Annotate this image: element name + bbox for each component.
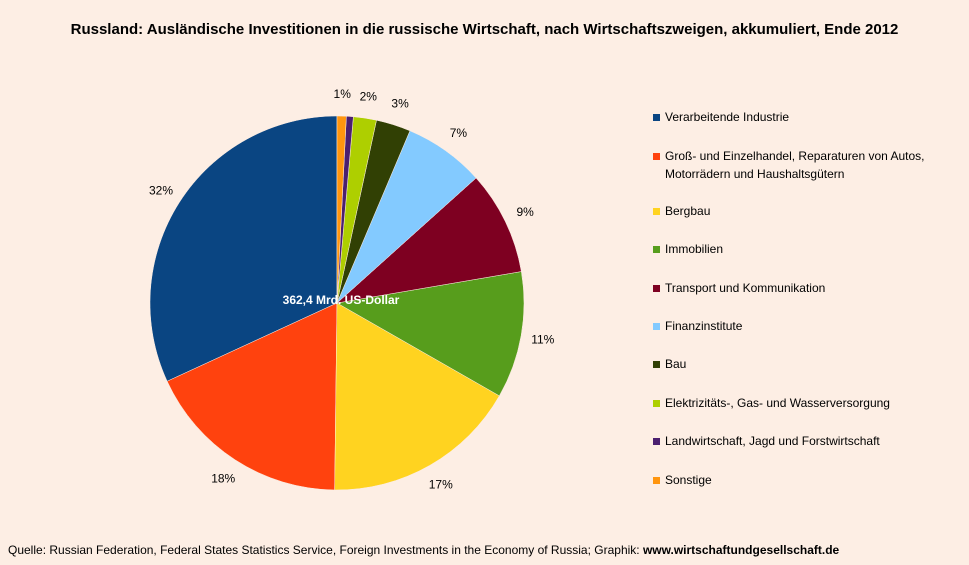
pie-slice-5 [336, 177, 522, 304]
legend-item-3: Bergbau [653, 202, 945, 220]
pie-slice-3 [334, 302, 500, 491]
legend-item-8: Elektrizitäts-, Gas- und Wasserversorgun… [653, 394, 945, 412]
pie-slice-1 [149, 115, 338, 382]
slice-label-1: 32% [149, 183, 173, 197]
slice-label-4: 11% [531, 332, 554, 346]
legend-swatch [653, 153, 660, 160]
legend-swatch [653, 400, 660, 407]
legend-label: Immobilien [665, 242, 724, 256]
legend-label: Landwirtschaft, Jagd und Forstwirtschaft [665, 434, 880, 448]
slice-label-7: 3% [391, 97, 409, 111]
pie-chart: 32% 18% 17% 11% 9% 7% 3% 2% 1% 362,4 Mrd. US-Doll… [149, 87, 555, 491]
source-text: Quelle: Russian Federation, Federal Stat… [8, 543, 643, 557]
legend-swatch [653, 323, 660, 330]
legend-label: Finanzinstitute [665, 319, 743, 333]
legend-item-5: Transport und Kommunikation [653, 279, 945, 297]
pie-slice-10 [336, 115, 347, 304]
pie-slice-4 [336, 271, 525, 397]
legend-swatch [653, 208, 660, 215]
slice-label-6: 7% [450, 126, 468, 140]
legend-item-2: Groß- und Einzelhandel, Reparaturen von … [653, 147, 945, 183]
legend-swatch [653, 285, 660, 292]
slice-label-3: 17% [429, 477, 453, 491]
center-total-label: 362,4 Mrd. US-Dollar [283, 293, 400, 307]
legend-swatch [653, 361, 660, 368]
legend-item-6: Finanzinstitute [653, 317, 945, 335]
source-website: www.wirtschaftundgesellschaft.de [642, 543, 840, 557]
legend-swatch [653, 438, 660, 445]
legend-swatch [653, 114, 660, 121]
legend-label: Bergbau [665, 204, 711, 218]
legend-label: Sonstige [665, 473, 712, 487]
legend-item-10: Sonstige [653, 471, 945, 489]
legend-item-9: Landwirtschaft, Jagd und Forstwirtschaft [653, 432, 945, 450]
legend-item-1: Verarbeitende Industrie [653, 108, 945, 126]
slice-label-2: 18% [211, 471, 235, 485]
source-note: Quelle: Russian Federation, Federal Stat… [8, 543, 839, 557]
slice-label-8: 2% [360, 89, 378, 103]
legend-label: Transport und Kommunikation [665, 281, 826, 295]
slice-label-10: 1% [334, 87, 352, 101]
legend-swatch [653, 246, 660, 253]
legend-label: Bau [665, 357, 687, 371]
legend-label: Groß- und Einzelhandel, Reparaturen von … [665, 149, 925, 181]
chart-title: Russland: Ausländische Investitionen in … [70, 21, 899, 38]
slice-label-5: 9% [516, 205, 534, 219]
legend-label: Verarbeitende Industrie [665, 110, 790, 124]
legend-item-4: Immobilien [653, 240, 945, 258]
pie-slice-2 [166, 302, 338, 491]
legend-swatch [653, 477, 660, 484]
legend-item-7: Bau [653, 355, 945, 373]
legend-label: Elektrizitäts-, Gas- und Wasserversorgun… [665, 396, 890, 410]
